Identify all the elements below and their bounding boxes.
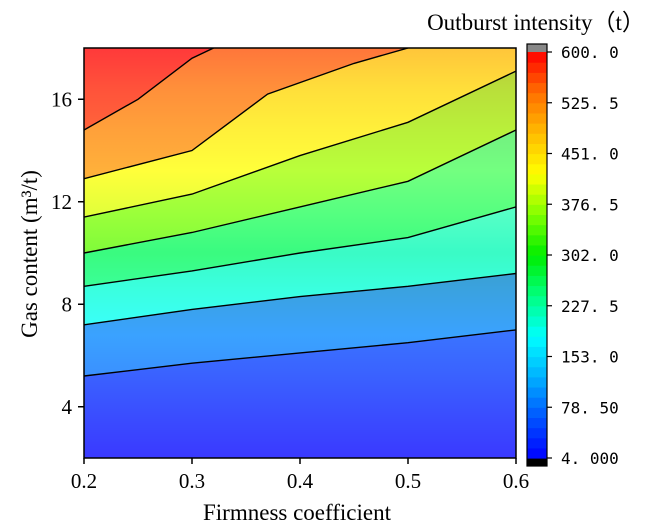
colorbar-step (527, 102, 547, 114)
colorbar-step (527, 265, 547, 276)
colorbar-step (527, 305, 547, 317)
colorbar-step (527, 72, 547, 84)
colorbar-step (527, 194, 547, 205)
colorbar-tick-label: 302. 0 (561, 246, 619, 265)
colorbar-step (527, 417, 547, 429)
y-tick-label: 8 (62, 292, 73, 316)
colorbar-step (527, 133, 547, 144)
colorbar-step (527, 255, 547, 266)
colorbar-step (527, 285, 547, 297)
colorbar-tick-label: 153. 0 (561, 348, 619, 367)
contour-band (84, 48, 516, 179)
colorbar-step (527, 437, 547, 449)
x-axis-label: Firmness coefficient (203, 500, 392, 525)
y-axis-label: Gas content (m³/t) (17, 170, 42, 338)
colorbar-step (527, 62, 547, 73)
colorbar-tick-label: 525. 5 (561, 94, 619, 113)
colorbar-step (527, 183, 547, 195)
colorbar-step (527, 366, 547, 378)
contour-band (84, 48, 516, 218)
colorbar-step (527, 153, 547, 165)
contour-line (84, 329, 516, 377)
contour-line (84, 48, 214, 131)
contour-line (84, 206, 516, 287)
y-tick-label: 16 (51, 87, 72, 111)
colorbar-tick-label: 4. 000 (561, 449, 619, 468)
x-tick-label: 0.4 (287, 469, 314, 493)
colorbar-step (527, 163, 547, 175)
contour-line (84, 48, 409, 180)
contour-lines (84, 48, 516, 377)
colorbar-step (527, 214, 547, 226)
contour-band (84, 329, 516, 458)
colorbar-step (527, 447, 547, 459)
contour-line (84, 70, 516, 218)
colorbar-tick-label: 78. 50 (561, 398, 619, 417)
colorbar: 600. 0 525. 5 451. 0 376. 5 302. 0 227. 5 153.… (526, 43, 619, 468)
y-tick-label: 4 (62, 395, 73, 419)
colorbar-step (527, 123, 547, 134)
x-tick-label: 0.2 (71, 469, 97, 493)
contour-line (84, 129, 516, 254)
contour-line (84, 272, 516, 326)
colorbar-step (527, 315, 547, 327)
colorbar-tick-label: 376. 5 (561, 195, 619, 214)
axes: 0.2 0.3 0.4 0.5 0.6 4 8 12 16 (51, 87, 529, 493)
colorbar-step (527, 326, 547, 337)
colorbar-step (527, 397, 547, 408)
colorbar-title: Outburst intensity（t） (427, 10, 645, 35)
contour-band (84, 130, 516, 287)
colorbar-step (527, 112, 547, 124)
colorbar-tick-label: 600. 0 (561, 43, 619, 62)
colorbar-step (527, 244, 547, 256)
colorbar-step (527, 234, 547, 246)
plot-area (83, 47, 517, 459)
colorbar-step (527, 356, 547, 368)
colorbar-step (527, 336, 547, 347)
y-tick-label: 12 (51, 190, 72, 214)
x-tick-label: 0.6 (503, 469, 529, 493)
contour-band (84, 48, 516, 130)
colorbar-under-swatch (527, 458, 547, 466)
colorbar-step (527, 173, 547, 185)
colorbar-tick-label: 451. 0 (561, 145, 619, 164)
colorbar-step (527, 386, 547, 398)
colorbar-step (527, 346, 547, 358)
colorbar-step (527, 143, 547, 155)
colorbar-step (527, 376, 547, 388)
colorbar-step (527, 82, 547, 94)
colorbar-step (527, 204, 547, 215)
colorbar-step (527, 224, 547, 236)
x-tick-label: 0.3 (179, 469, 205, 493)
contour-field (84, 48, 516, 458)
contour-band (84, 273, 516, 376)
colorbar-step (527, 92, 547, 104)
colorbar-step (527, 295, 547, 307)
colorbar-over-swatch (527, 44, 547, 52)
colorbar-step (527, 52, 547, 63)
colorbar-step (527, 275, 547, 287)
colorbar-step (527, 427, 547, 439)
contour-band (84, 71, 516, 253)
colorbar-step (527, 407, 547, 418)
contour-band (84, 206, 516, 325)
colorbar-tick-label: 227. 5 (561, 297, 619, 316)
x-tick-label: 0.5 (395, 469, 421, 493)
